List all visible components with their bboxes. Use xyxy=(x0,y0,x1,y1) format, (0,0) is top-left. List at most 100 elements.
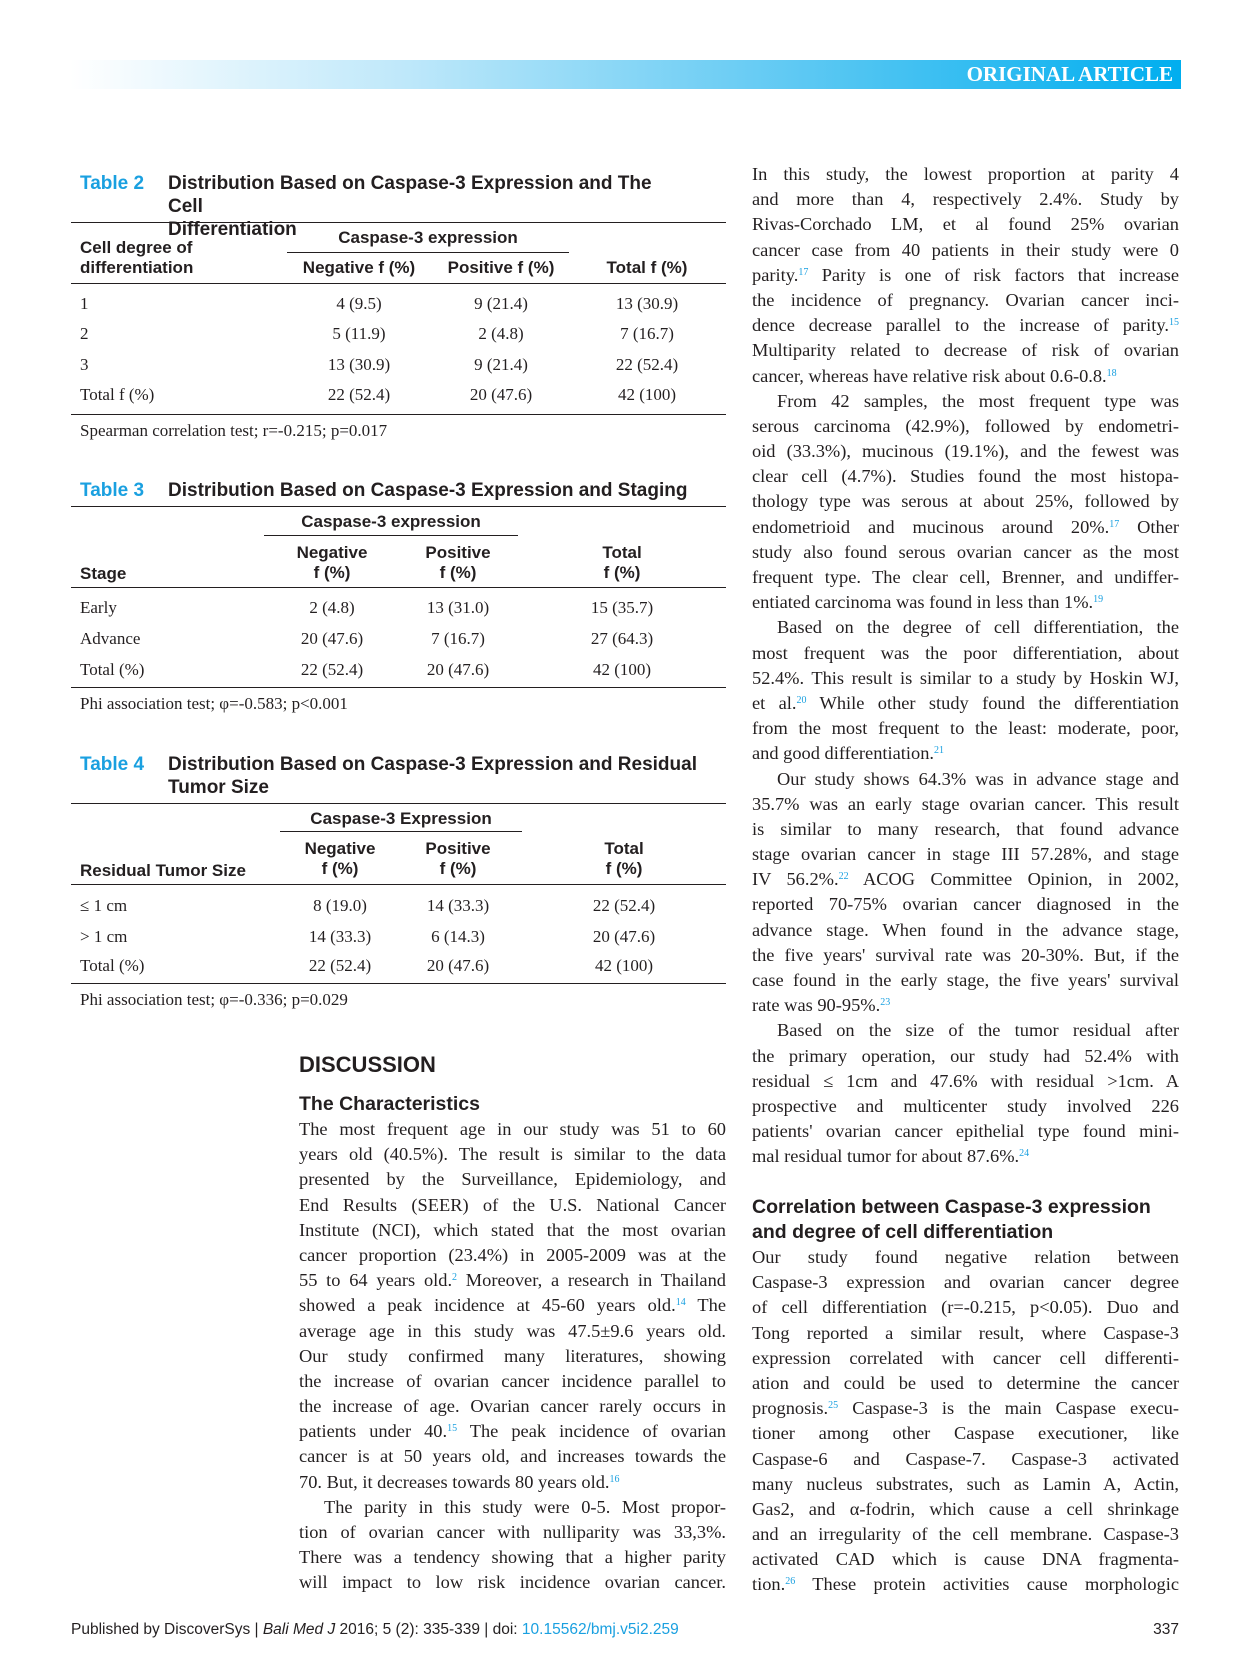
text-line: prognosis.25 Caspase-3 is the main Caspa… xyxy=(752,1396,1179,1421)
reference-link[interactable]: 16 xyxy=(609,1473,620,1485)
column-header-line: f (%) xyxy=(439,859,477,878)
row-label: 1 xyxy=(80,294,89,313)
text-line: parity.17 Parity is one of risk factors … xyxy=(752,263,1179,288)
reference-link[interactable]: 26 xyxy=(785,1576,796,1588)
text-line: patients under 40.15 The peak incidence … xyxy=(299,1419,726,1444)
text-line: and good differentiation.21 xyxy=(752,741,1179,766)
text-span: frequent type. The clear cell, Brenner, … xyxy=(752,567,1179,587)
reference-link[interactable]: 24 xyxy=(1019,1148,1030,1160)
column-header: Total f (%) xyxy=(606,258,688,277)
text-span: dence decrease parallel to the increase … xyxy=(752,315,1169,336)
group-rule xyxy=(264,535,518,536)
text-span: Tong reported a similar result, where Ca… xyxy=(752,1322,1179,1343)
text-line: advance stage. When found in the advance… xyxy=(752,918,1179,943)
text-line: is similar to many research, that found … xyxy=(752,817,1179,842)
text-line: dence decrease parallel to the increase … xyxy=(752,313,1179,338)
text-line: cancer is at 50 years old, and increases… xyxy=(299,1444,726,1469)
table-rule xyxy=(71,283,726,284)
table-label: Table 4 xyxy=(80,754,145,775)
text-line: 35.7% was an early stage ovarian cancer.… xyxy=(752,792,1179,817)
table-cell: 9 (21.4) xyxy=(474,294,528,313)
text-span: cancer is at 50 years old, and increases… xyxy=(299,1446,726,1467)
text-span: There was a tendency showing that a high… xyxy=(299,1547,726,1568)
column-header-line: Total xyxy=(602,543,642,562)
reference-link[interactable]: 21 xyxy=(934,745,944,757)
text-span: tion of ovarian cancer with nulliparity … xyxy=(299,1522,726,1542)
column-header: Negative f (%) xyxy=(297,543,368,583)
text-span: Our study confirmed many literatures, sh… xyxy=(299,1345,726,1366)
text-span: Other xyxy=(1119,516,1179,537)
text-span: and good differentiation. xyxy=(752,743,934,764)
table-cell: 2 (4.8) xyxy=(309,598,355,617)
text-span: Moreover, a research in Thailand xyxy=(457,1270,726,1291)
text-line: Multiparity related to decrease of risk … xyxy=(752,338,1179,363)
text-line: activated CAD which is cause DNA fragmen… xyxy=(752,1547,1179,1572)
text-line: prospective and multicenter study involv… xyxy=(752,1094,1179,1119)
reference-link[interactable]: 19 xyxy=(1093,594,1104,606)
text-line: Caspase-6 and Caspase-7. Caspase-3 activ… xyxy=(752,1447,1179,1472)
reference-link[interactable]: 14 xyxy=(675,1297,686,1309)
text-span: 70. But, it decreases towards 80 years o… xyxy=(299,1471,610,1492)
text-span: presented by the Surveillance, Epidemiol… xyxy=(299,1169,726,1190)
text-line: There was a tendency showing that a high… xyxy=(299,1545,726,1570)
text-line: clear cell (4.7%). Studies found the mos… xyxy=(752,464,1179,489)
text-line: tioner among other Caspase executioner, … xyxy=(752,1421,1179,1446)
table-rule xyxy=(71,587,726,588)
group-header: Caspase-3 expression xyxy=(301,512,481,531)
text-span: ACOG Committee Opinion, in 2002, xyxy=(848,869,1180,890)
reference-link[interactable]: 17 xyxy=(798,266,809,278)
text-span: activated CAD which is cause DNA fragmen… xyxy=(752,1549,1179,1570)
text-span: cancer case from 40 patients in their st… xyxy=(752,239,1179,260)
text-span: From 42 samples, the most frequent type … xyxy=(777,390,1179,411)
row-label: Advance xyxy=(80,629,141,648)
text-span: Institute (NCI), which stated that the m… xyxy=(299,1219,726,1240)
reference-link[interactable]: 20 xyxy=(796,694,807,706)
text-line: cancer case from 40 patients in their st… xyxy=(752,238,1179,263)
doi-link[interactable]: 10.15562/bmj.v5i2.259 xyxy=(521,1621,679,1638)
discussion-body: The most frequent age in our study was 5… xyxy=(299,1117,726,1596)
text-line: Rivas-Corchado LM, et al found 25% ovari… xyxy=(752,212,1179,237)
row-label: > 1 cm xyxy=(80,927,128,946)
table-note: Phi association test; φ=-0.336; p=0.029 xyxy=(80,990,348,1009)
text-span: clear cell (4.7%). Studies found the mos… xyxy=(752,466,1179,487)
reference-link[interactable]: 22 xyxy=(838,871,849,883)
text-span: The parity in this study were 0-5. Most … xyxy=(324,1496,726,1517)
reference-link[interactable]: 25 xyxy=(828,1400,839,1412)
text-span: parity. xyxy=(752,264,799,285)
table-label: Table 2 xyxy=(80,173,145,194)
text-span: will impact to low risk incidence ovaria… xyxy=(299,1572,726,1593)
reference-link[interactable]: 23 xyxy=(880,997,891,1009)
reference-link[interactable]: 15 xyxy=(447,1423,458,1435)
text-line: the primary operation, our study had 52.… xyxy=(752,1044,1179,1069)
text-span: Our study shows 64.3% was in advance sta… xyxy=(777,768,1179,789)
column-header: Negative f (%) xyxy=(305,839,376,879)
table-cell: 42 (100) xyxy=(617,385,677,404)
table-cell: 5 (11.9) xyxy=(332,324,386,343)
text-line: In this study, the lowest proportion at … xyxy=(752,162,1179,187)
text-span: rate was 90-95%. xyxy=(752,995,881,1016)
column-header: Positive f (%) xyxy=(447,258,555,277)
text-span: Our study found negative relation betwee… xyxy=(752,1247,1179,1267)
text-span: ation and could be used to determine the… xyxy=(752,1372,1179,1393)
text-span: and an irregularity of the cell membrane… xyxy=(752,1524,1179,1545)
reference-link[interactable]: 18 xyxy=(1106,367,1117,379)
column-header: Total f (%) xyxy=(604,839,643,879)
text-line: and more than 4, respectively 2.4%. Stud… xyxy=(752,187,1179,212)
column-header-line: Negative xyxy=(296,543,368,562)
row-header: Stage xyxy=(80,564,127,583)
text-line: et al.20 While other study found the dif… xyxy=(752,691,1179,716)
text-span: Based on the size of the tumor residual … xyxy=(777,1020,1179,1041)
reference-link[interactable]: 17 xyxy=(1109,518,1120,530)
text-span: thology type was serous at about 25%, fo… xyxy=(752,491,1179,512)
text-line: the incidence of pregnancy. Ovarian canc… xyxy=(752,288,1179,313)
group-header: Caspase-3 expression xyxy=(338,228,518,247)
row-label: 3 xyxy=(80,355,89,374)
text-line: residual ≤ 1cm and 47.6% with residual >… xyxy=(752,1069,1179,1094)
text-span: endometrioid and mucinous around 20%. xyxy=(752,516,1110,537)
reference-link[interactable]: 15 xyxy=(1169,317,1179,329)
row-label: Total (%) xyxy=(80,660,145,679)
reference-link[interactable]: 2 xyxy=(452,1272,458,1284)
table-cell: 14 (33.3) xyxy=(426,896,490,915)
text-line: of cell differentiation (r=-0.215, p<0.0… xyxy=(752,1295,1179,1320)
